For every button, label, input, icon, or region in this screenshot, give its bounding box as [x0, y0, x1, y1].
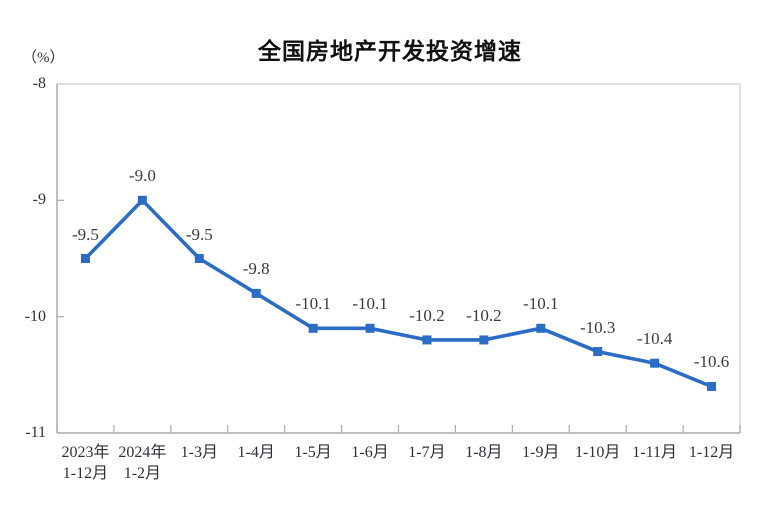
- x-axis-category-label: 1-4月: [220, 442, 292, 463]
- data-point-label: -9.0: [128, 166, 156, 186]
- data-point-marker: [80, 254, 90, 263]
- x-axis-label-line: 1-5月: [294, 444, 332, 461]
- x-axis-category-label: 1-9月: [505, 442, 577, 463]
- x-axis-label-line: 1-9月: [522, 444, 560, 461]
- data-point-label: -9.8: [242, 259, 270, 279]
- data-point-marker: [479, 335, 489, 345]
- x-axis-category-label: 1-6月: [334, 442, 406, 463]
- x-axis-label-line: 1-11月: [632, 444, 677, 461]
- data-point-marker: [251, 288, 261, 298]
- x-axis-category-label: 1-5月: [277, 442, 349, 463]
- data-point-label: -10.4: [636, 329, 673, 349]
- x-axis-category-label: 2023年 1-12月: [49, 442, 121, 484]
- data-point-label: -10.1: [295, 294, 331, 314]
- x-axis-label-line: 1-2月: [123, 465, 162, 482]
- x-axis-category-label: 1-12月: [676, 442, 748, 463]
- data-point-label: -10.1: [352, 294, 388, 314]
- x-axis-label-line: 1-4月: [237, 444, 275, 461]
- data-point-label: -9.5: [185, 224, 213, 244]
- x-axis-category-label: 1-3月: [163, 442, 235, 463]
- data-point-label: -10.2: [409, 305, 445, 325]
- x-axis-label-line: 1-7月: [408, 444, 446, 461]
- x-axis-label-line: 1-8月: [465, 444, 503, 461]
- data-point-marker: [308, 323, 318, 333]
- x-axis-label-line: 1-12月: [688, 444, 735, 461]
- x-axis-label-line: 1-10月: [575, 444, 621, 461]
- data-point-marker: [365, 323, 375, 333]
- x-axis-category-label: 1-11月: [619, 442, 691, 463]
- x-axis-category-label: 1-7月: [391, 442, 463, 463]
- data-point-label: -10.3: [579, 317, 616, 337]
- data-point-marker: [137, 195, 147, 205]
- data-point-label: -10.2: [466, 305, 502, 325]
- data-point-label: -10.6: [693, 352, 730, 372]
- data-point-label: -9.5: [71, 224, 99, 244]
- data-line: [84, 197, 713, 389]
- chart-title: 全国房地产开发投资增速: [258, 38, 522, 64]
- data-point-marker: [422, 335, 432, 345]
- y-axis-tick-label: -10: [24, 307, 46, 325]
- x-axis-label-line: 1-3月: [180, 444, 218, 461]
- y-axis-unit-label: （%）: [22, 50, 65, 66]
- x-axis-label-line: 1-6月: [351, 444, 389, 461]
- x-axis-category-label: 1-8月: [448, 442, 520, 463]
- data-point-marker: [593, 347, 603, 357]
- x-axis-category-label: 2024年 1-2月: [106, 442, 178, 484]
- y-axis-tick-label: -8: [32, 75, 46, 92]
- data-point-marker: [650, 358, 660, 368]
- data-point-label: -10.1: [523, 294, 559, 314]
- data-point-marker: [707, 381, 717, 391]
- y-axis-tick-label: -9: [32, 191, 46, 209]
- x-axis-label-line: 1-12月: [62, 465, 109, 482]
- x-axis-label-line: 2024年: [118, 444, 167, 461]
- x-axis-label-line: 2023年: [61, 444, 110, 461]
- x-axis-category-label: 1-10月: [562, 442, 634, 463]
- data-point-marker: [536, 323, 546, 333]
- data-point-marker: [194, 254, 204, 263]
- y-axis-tick-label: -11: [25, 424, 46, 441]
